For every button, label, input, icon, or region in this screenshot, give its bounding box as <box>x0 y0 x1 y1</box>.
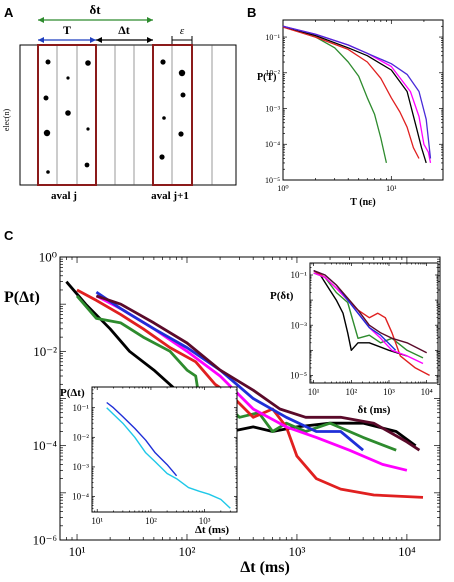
avalanche-j-box <box>37 44 97 186</box>
series-line-5 <box>95 290 364 452</box>
arrowhead <box>96 37 102 43</box>
x-tick-label: 10³ <box>383 387 395 397</box>
spike-dot <box>66 76 70 80</box>
x-tick-label: 10⁴ <box>421 387 433 397</box>
series-line-1 <box>106 407 231 509</box>
y-tick-label: 10⁻³ <box>291 320 308 330</box>
spike-dot <box>45 59 51 65</box>
chart-C-inset-left: 10¹ 10² 10³ 10⁻⁴ 10⁻³ 10⁻² 10⁻¹ Δt (ms) P(Δt) <box>60 386 238 536</box>
epsilon-label: ε <box>180 25 185 37</box>
y-tick-label: 10⁻¹ <box>265 33 280 42</box>
series-line-1 <box>282 25 388 164</box>
arrowhead <box>38 17 44 23</box>
T-label: T <box>63 23 71 37</box>
y-tick-label: 10⁻² <box>33 344 57 359</box>
y-tick-label: 10⁻⁵ <box>290 371 307 381</box>
y-axis-label: P(δt) <box>270 290 294 302</box>
schematic-panel-a: δt T Δt ε elec(n) aval j aval j+1 <box>2 2 237 202</box>
spike-dot <box>46 170 50 174</box>
spike-dot <box>162 116 166 120</box>
series-line-2 <box>313 272 424 359</box>
spike-dot <box>178 131 184 137</box>
chart-C-inset-right: 10¹ 10² 10³ 10⁴ 10⁻⁵ 10⁻³ 10⁻¹ δt (ms) P(δt) <box>270 262 439 416</box>
series-line-6 <box>313 269 428 354</box>
y-tick-label: 10⁻⁴ <box>265 140 280 149</box>
chart-B: 10⁰ 10¹ 10⁻⁵ 10⁻⁴ 10⁻³ 10⁻² 10⁻¹ T (nε) P(T) <box>257 19 444 208</box>
x-axis-label: Δt (ms) <box>240 559 290 576</box>
series-line-6 <box>95 294 421 452</box>
spike-dot <box>180 92 186 98</box>
spike-dot <box>43 95 49 101</box>
schematic-frame <box>19 44 237 186</box>
y-tick-label: 10⁻² <box>265 69 280 78</box>
series-line-3 <box>76 288 424 499</box>
arrowhead <box>147 17 153 23</box>
x-tick-label: 10³ <box>288 544 305 559</box>
plot-frame <box>91 386 238 513</box>
panel-letter-c: C <box>4 228 14 243</box>
spike-dot <box>160 59 166 65</box>
x-tick-label: 10¹ <box>308 387 320 397</box>
spike-dot <box>178 69 186 77</box>
y-tick-label: 10⁻² <box>73 432 90 442</box>
x-tick-label: 10² <box>145 516 157 526</box>
series-line-3 <box>282 25 427 164</box>
x-tick-label: 10¹ <box>69 544 86 559</box>
y-tick-label: 10⁻³ <box>265 104 280 113</box>
aval-j-label: aval j <box>51 190 77 202</box>
spike-dot <box>159 154 165 160</box>
chart-C: 10¹ 10² 10³ 10⁴ 10⁻⁶ 10⁻⁴ 10⁻² 10⁰ Δt (ms) P(Δt) <box>4 250 441 576</box>
avalanche-j1-box <box>152 44 193 186</box>
y-axis-label: P(T) <box>257 72 276 83</box>
y-tick-label: 10⁻¹ <box>73 403 90 413</box>
spike-dot <box>85 60 91 66</box>
panel-letter-b: B <box>247 5 256 20</box>
spike-dot <box>84 162 90 168</box>
x-tick-label: 10² <box>345 387 357 397</box>
panel-letter-a: A <box>4 5 14 20</box>
arrowhead <box>38 37 44 43</box>
schematic-ylabel: elec(n) <box>2 109 11 132</box>
y-axis-label: P(Δt) <box>60 387 85 399</box>
x-tick-label: 10¹ <box>91 516 103 526</box>
series-line-2 <box>282 26 420 159</box>
x-axis-label: Δt (ms) <box>195 524 229 536</box>
series-line-5 <box>282 25 432 159</box>
arrowhead <box>90 37 96 43</box>
x-axis-label: δt (ms) <box>358 404 391 416</box>
x-tick-label: 10² <box>179 544 196 559</box>
spike-dot <box>65 110 71 116</box>
time-bin-lines <box>56 45 213 185</box>
spike-dot <box>86 127 90 131</box>
spike-dot <box>43 129 51 137</box>
delta-t-big-label: δt <box>89 2 101 17</box>
y-tick-label: 10⁻⁵ <box>265 176 280 185</box>
spike-dots <box>43 59 186 174</box>
arrowhead <box>147 37 153 43</box>
y-tick-label: 10⁻⁶ <box>33 533 57 548</box>
y-tick-label: 10⁻¹ <box>291 270 308 280</box>
delta-t-label: Δt <box>118 23 130 37</box>
aval-j1-label: aval j+1 <box>151 190 189 202</box>
y-tick-label: 10⁻³ <box>73 462 90 472</box>
y-tick-label: 10⁻⁴ <box>33 438 58 453</box>
plot-frame <box>282 19 444 181</box>
x-tick-label: 10¹ <box>386 184 397 193</box>
y-tick-label: 10⁻⁴ <box>72 492 89 502</box>
x-tick-label: 10⁰ <box>277 184 288 193</box>
series-line-2 <box>106 401 178 477</box>
x-tick-label: 10³ <box>199 516 211 526</box>
y-tick-label: 10⁰ <box>39 250 57 265</box>
x-axis-label: T (nε) <box>350 197 375 208</box>
x-tick-label: 10⁴ <box>398 544 416 559</box>
series-line-1 <box>313 270 408 357</box>
y-axis-label: P(Δt) <box>4 289 40 306</box>
